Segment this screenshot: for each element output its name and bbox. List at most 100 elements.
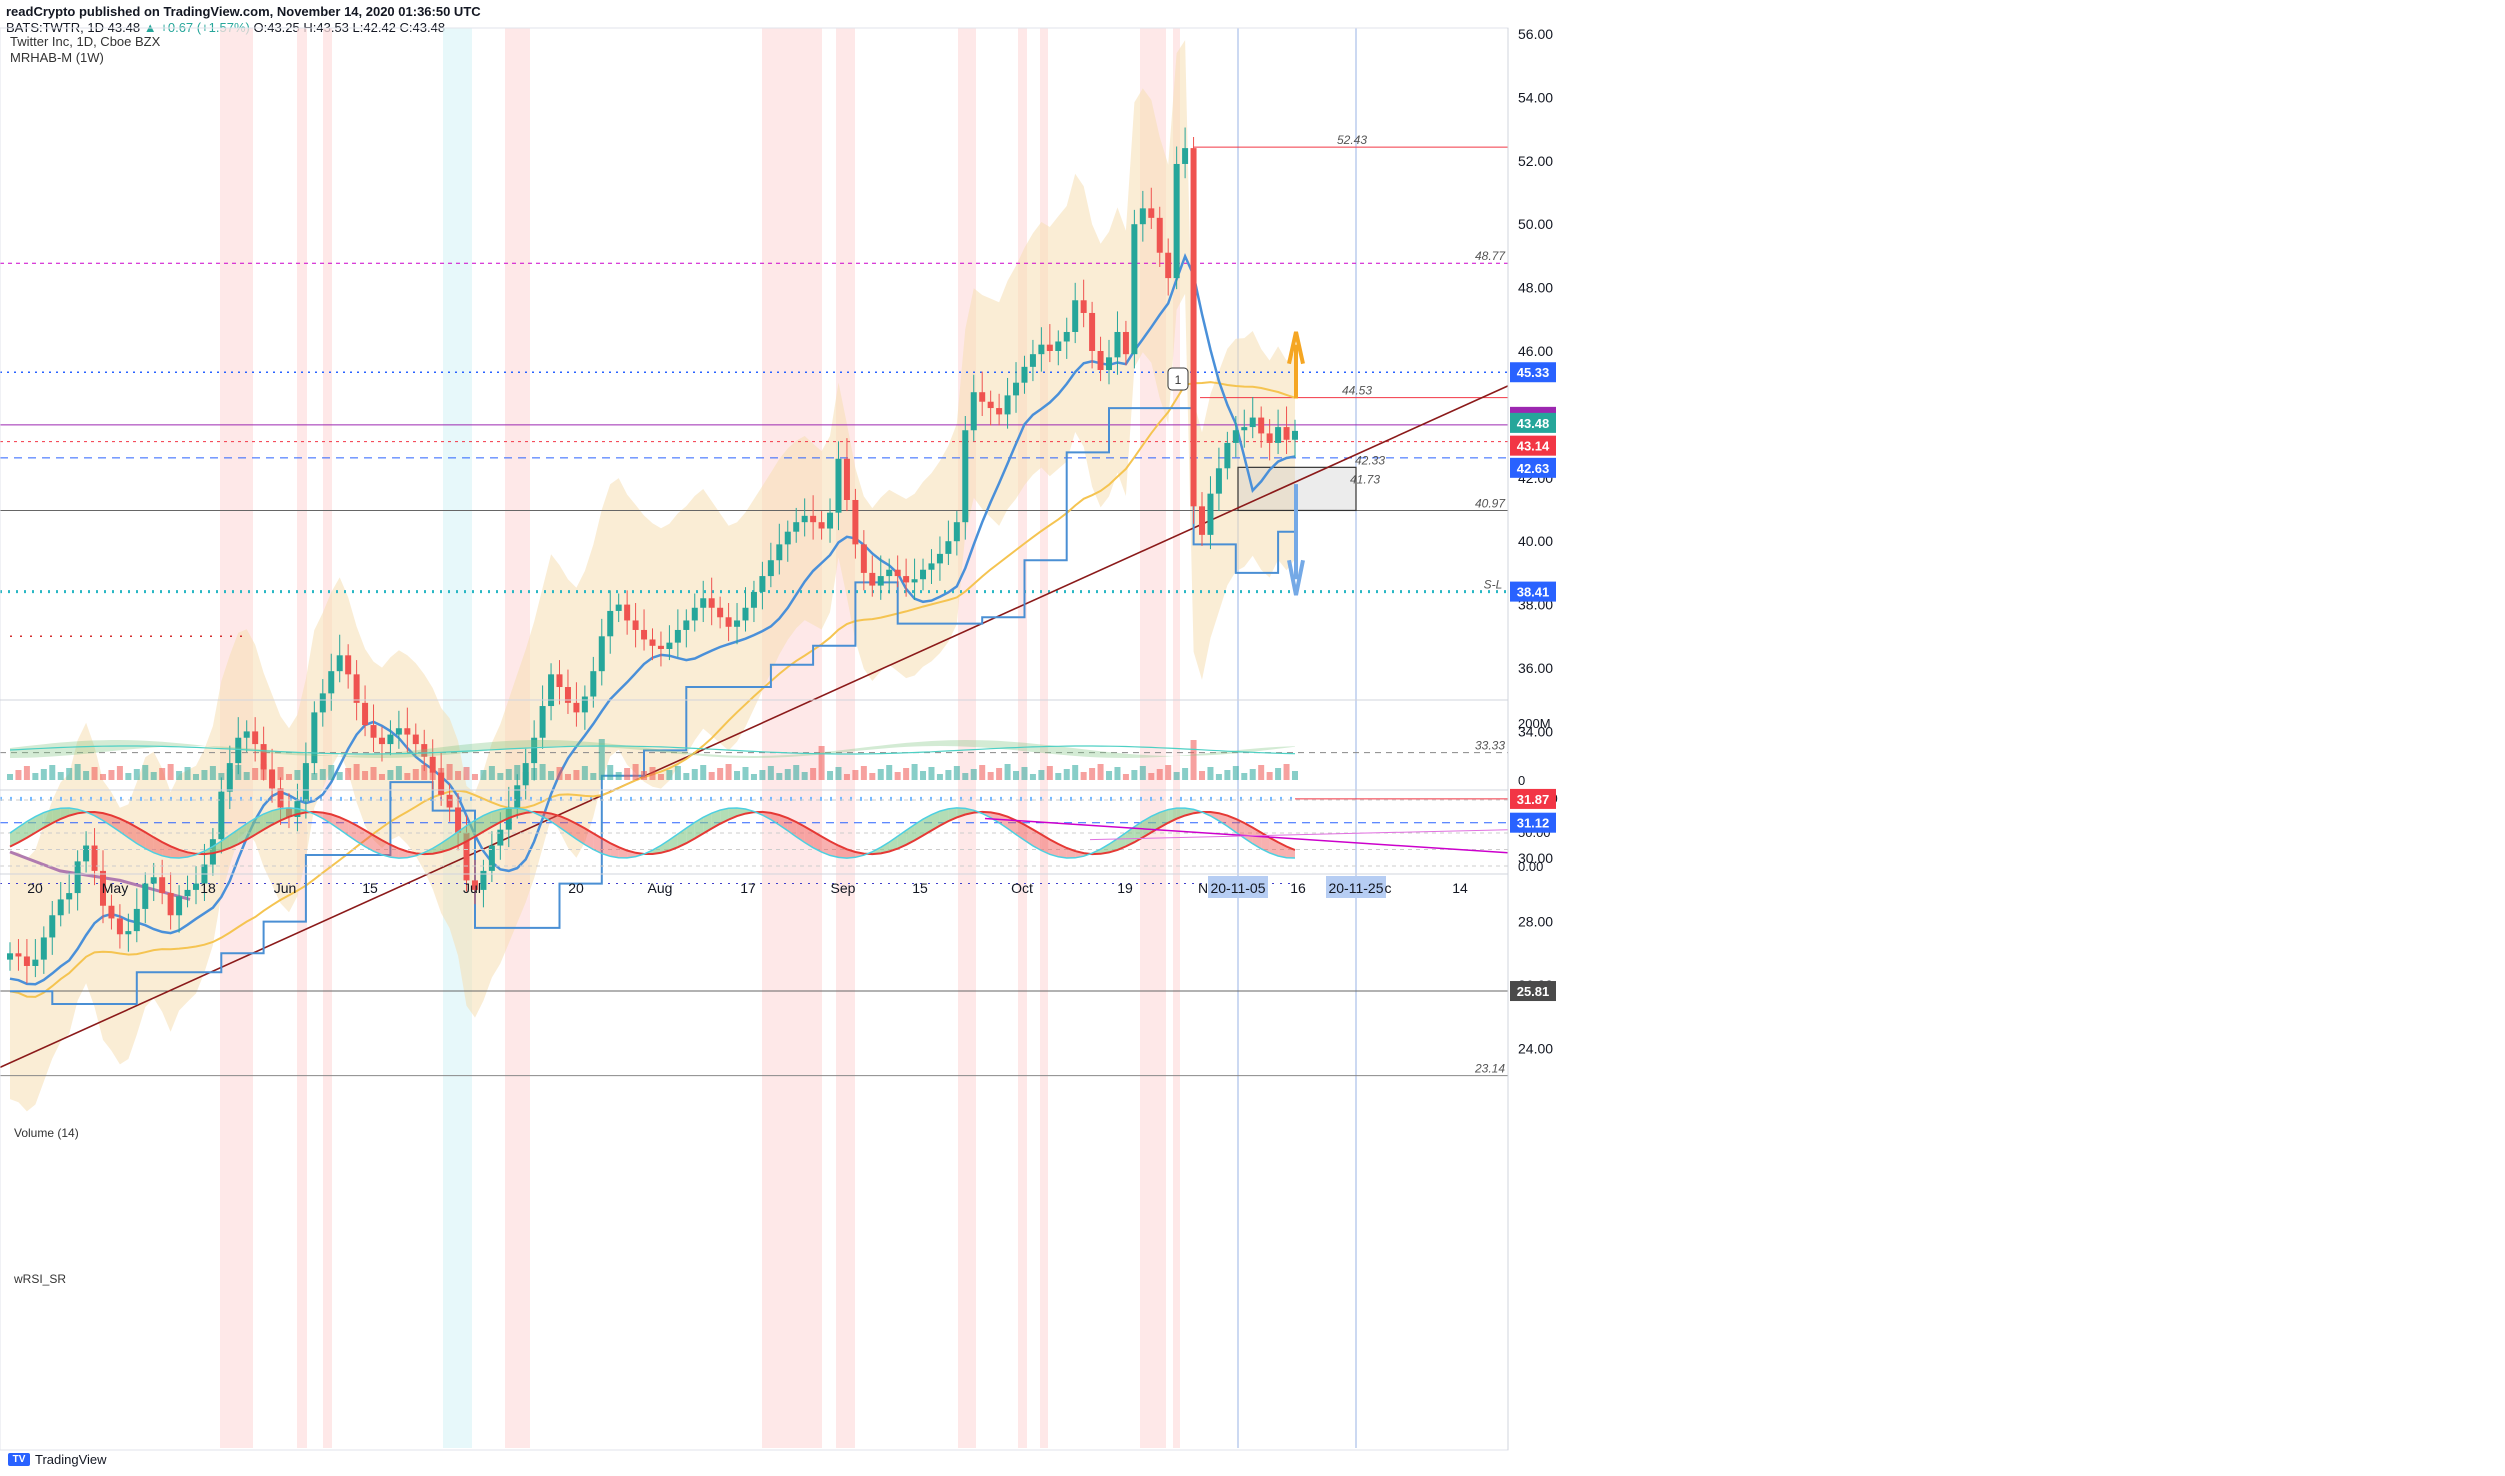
rsi-ribbon [1218, 813, 1228, 827]
candle-body [607, 610, 614, 637]
candle-body [497, 829, 504, 846]
volume-bar [218, 773, 225, 780]
candles-layer: 1 [7, 127, 1305, 984]
candle-body [827, 512, 834, 529]
volume-bar [362, 771, 369, 780]
candle-body [480, 870, 487, 890]
level-label: 44.53 [1342, 384, 1372, 398]
candle-body [514, 785, 521, 808]
candle-body [1097, 351, 1104, 371]
volume-bar [1182, 768, 1189, 780]
volume-bar [74, 764, 81, 780]
candle-body [125, 931, 132, 935]
volume-bar [996, 768, 1003, 780]
price-badge [1510, 981, 1556, 1002]
volume-bar [328, 765, 335, 780]
candle-body [83, 845, 90, 862]
volume-bar [277, 767, 284, 780]
volume-bar [125, 773, 132, 780]
volume-bar [1266, 772, 1273, 780]
volume-bar [1148, 773, 1155, 780]
rsi-layer [0, 799, 1509, 867]
candle-body [116, 918, 123, 935]
candle-body [32, 959, 39, 966]
candle-body [649, 639, 656, 646]
rsi-ribbon [542, 812, 552, 822]
candle-body [1283, 427, 1290, 440]
price-badge-label: 25.81 [1517, 984, 1550, 999]
volume-bar [1046, 766, 1053, 780]
rsi-ribbon [128, 822, 137, 844]
volume-bar [1292, 771, 1298, 780]
volume-bar [869, 773, 876, 780]
volume-bar [1232, 766, 1239, 780]
volume-bar [657, 774, 664, 780]
candle-body [666, 642, 673, 649]
price-axis-label: 28.00 [1518, 914, 1553, 930]
price-axis-label: 40.00 [1518, 533, 1553, 549]
volume-bar [1275, 768, 1282, 780]
volume-bar [488, 766, 495, 780]
candle-body [1165, 252, 1172, 279]
time-axis-label: 20-11-05 [1210, 880, 1265, 896]
candle-body [996, 408, 1003, 415]
candle-body [742, 607, 749, 621]
volume-bar [455, 771, 462, 780]
candle-body [1148, 208, 1155, 218]
rsi-ribbon [669, 834, 678, 851]
volume-layer [7, 739, 1298, 780]
publisher-line: readCrypto published on TradingView.com,… [6, 4, 481, 19]
candle-body [683, 620, 690, 630]
volume-bar [615, 772, 622, 780]
date-badge [1326, 876, 1386, 898]
rsi-ribbon [331, 814, 340, 830]
candle-body [1241, 427, 1248, 431]
rsi-ribbon [914, 819, 924, 841]
volume-bar [285, 774, 292, 780]
candle-body [564, 687, 571, 703]
candle-body [235, 737, 242, 764]
candle-body [708, 598, 715, 608]
volume-bar [226, 769, 233, 780]
candle-body [66, 893, 73, 900]
volume-bar [353, 764, 360, 780]
price-axis-label: 50.00 [1518, 216, 1553, 232]
tradingview-logo[interactable]: TV TradingView [8, 1452, 107, 1467]
candle-body [1038, 344, 1045, 355]
volume-bar [607, 765, 614, 780]
volume-bar [860, 766, 867, 780]
volume-bar [1089, 768, 1096, 780]
time-axis-label: 15 [362, 880, 378, 896]
candle-body [556, 674, 563, 688]
rsi-ribbon [432, 843, 442, 854]
rsi-ribbon [593, 833, 602, 854]
candle-body [438, 772, 445, 795]
volume-bar [877, 769, 884, 780]
price-axis-label: 34.00 [1518, 723, 1553, 739]
volume-bar [159, 768, 166, 780]
price-axis-label: 36.00 [1518, 660, 1553, 676]
volume-bar [827, 771, 834, 780]
rsi-ribbon [136, 827, 146, 849]
volume-bar [1029, 774, 1036, 780]
date-badge [1208, 876, 1268, 898]
rsi-ribbon [889, 836, 898, 852]
volume-bar [987, 772, 994, 780]
candle-body [615, 604, 622, 611]
volume-bar [243, 772, 250, 780]
candle-body [192, 883, 199, 890]
volume-bar [581, 766, 588, 780]
volume-bar [1173, 772, 1180, 780]
volume-bar [471, 774, 478, 780]
volume-bar [911, 764, 918, 780]
candle-body [539, 706, 546, 738]
candle-body [590, 671, 597, 697]
candle-body [641, 629, 648, 640]
volume-bar [497, 773, 504, 780]
candle-body [57, 899, 64, 916]
candle-body [1029, 354, 1036, 367]
candle-body [1190, 148, 1197, 507]
candle-body [1182, 148, 1189, 164]
candle-body [1080, 300, 1087, 313]
